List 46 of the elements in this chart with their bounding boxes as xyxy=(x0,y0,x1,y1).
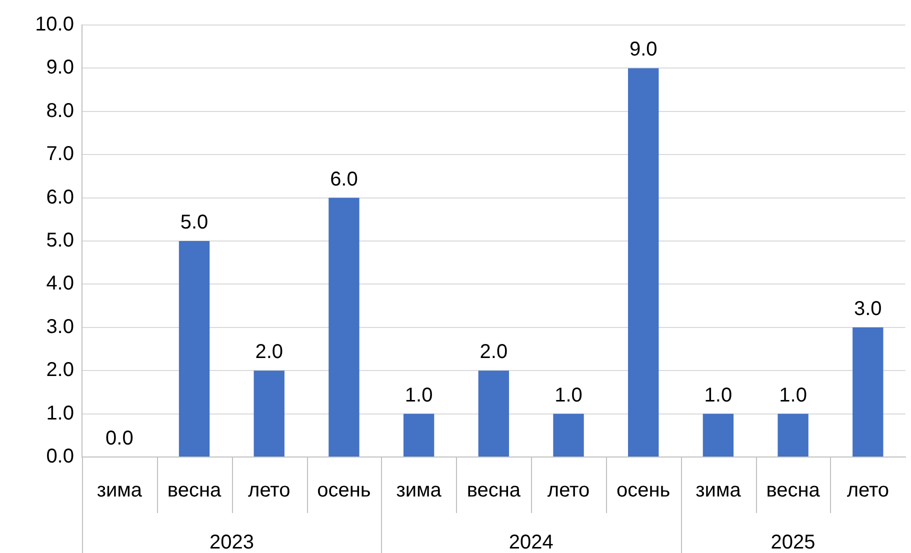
y-tick-label: 1.0 xyxy=(46,402,74,424)
x-tick-label: зима xyxy=(396,480,442,502)
y-tick-label: 9.0 xyxy=(46,56,74,79)
y-tick-label: 2.0 xyxy=(46,359,74,382)
x-tick-label: зима xyxy=(96,480,143,502)
data-label: 3.0 xyxy=(854,298,882,320)
x-tick-label: весна xyxy=(167,480,222,502)
data-label: 2.0 xyxy=(480,341,508,364)
x-tick-label: зима xyxy=(696,480,742,502)
data-label: 1.0 xyxy=(554,384,582,406)
data-label: 6.0 xyxy=(330,168,358,190)
x-tick-label: весна xyxy=(466,480,522,502)
x-tick-label: лето xyxy=(547,480,590,502)
y-tick-label: 3.0 xyxy=(46,316,74,338)
y-tick-label: 6.0 xyxy=(46,186,74,208)
x-tick-label: лето xyxy=(846,480,889,502)
data-label: 5.0 xyxy=(180,212,208,234)
text: 2024 xyxy=(508,532,554,553)
data-label: 1.0 xyxy=(779,384,807,406)
text: 2025 xyxy=(770,532,816,553)
bar xyxy=(702,414,734,456)
bar xyxy=(478,370,510,456)
text: 2023 xyxy=(209,532,254,553)
bar xyxy=(852,327,884,456)
y-tick-label: 5.0 xyxy=(46,230,74,252)
x-tick-label: лето xyxy=(248,480,290,502)
y-tick-label: 7.0 xyxy=(46,143,74,166)
data-label: 0.0 xyxy=(106,428,134,450)
x-tick-label: осень xyxy=(317,480,371,502)
data-label: 1.0 xyxy=(404,384,433,406)
y-tick-label: 8.0 xyxy=(46,100,74,122)
bar xyxy=(328,198,360,456)
y-tick-label: 10.0 xyxy=(35,14,74,36)
x-tick-label: весна xyxy=(766,480,821,502)
x-tick-label: осень xyxy=(616,480,670,502)
data-label: 2.0 xyxy=(255,341,284,364)
bar xyxy=(778,414,808,456)
bar xyxy=(628,68,659,456)
bar xyxy=(403,414,434,456)
data-label: 9.0 xyxy=(629,38,658,61)
bar xyxy=(553,414,584,456)
bar xyxy=(178,241,210,456)
y-tick-label: 4.0 xyxy=(46,272,74,295)
y-tick-label: 0.0 xyxy=(46,446,74,468)
data-label: 1.0 xyxy=(704,384,732,406)
bar xyxy=(254,370,284,456)
